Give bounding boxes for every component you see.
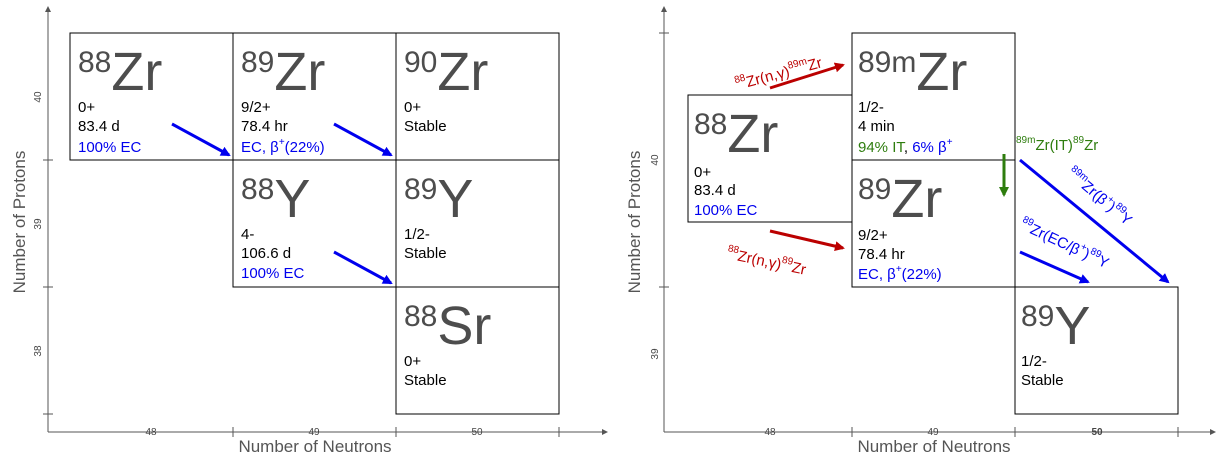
nuclide-halflife: Stable — [404, 118, 447, 135]
nuclide-spin: 0+ — [694, 164, 711, 181]
nuclide-decay-mode: 100% EC — [241, 265, 305, 282]
decay-arrow-zr88-y88 — [171, 122, 231, 157]
nuclide-cell-y89-right: 89Y 1/2- Stable — [1014, 286, 1179, 415]
decay-arrow-zr89m-y89 — [1019, 158, 1170, 284]
nuclide-symbol: 90Zr — [404, 42, 488, 102]
right-y-tick-label: 40 — [650, 154, 661, 166]
reaction-label-beta-89m: 89mZr(β+)89Y — [1063, 164, 1136, 229]
nuclide-decay-mode: 100% EC — [78, 139, 142, 156]
nuclide-cell-y89: 89Y 1/2- Stable — [395, 159, 560, 288]
nuclide-symbol: 89mZr — [858, 42, 967, 102]
nuclide-cell-zr90: 90Zr 0+ Stable — [395, 32, 560, 161]
nuclide-symbol: 88Sr — [404, 296, 491, 356]
nuclide-symbol: 88Y — [241, 169, 310, 229]
right-x-tick-label: 49 — [927, 427, 939, 438]
nuclide-spin: 9/2+ — [858, 227, 888, 244]
nuclide-cell-sr88: 88Sr 0+ Stable — [395, 286, 560, 415]
right-y-axis-arrow — [661, 6, 667, 12]
nuclide-halflife: Stable — [404, 245, 447, 262]
reaction-label-capture-89: 88Zr(n,γ)89Zr — [725, 243, 808, 278]
nuclide-symbol: 89Y — [1021, 296, 1090, 356]
nuclide-halflife: Stable — [404, 372, 447, 389]
left-y-tick-label: 38 — [33, 345, 44, 357]
nuclide-halflife: 4 min — [858, 118, 895, 135]
right-panel: 48 49 50 40 39 Number of Neutrons Number… — [625, 6, 1216, 456]
left-y-axis-title: Number of Protons — [10, 151, 29, 294]
nuclide-cell-zr89: 89Zr 9/2+ 78.4 hr EC, β+(22%) — [232, 32, 397, 161]
right-x-axis-arrow — [1210, 429, 1216, 435]
left-x-axis-title: Number of Neutrons — [238, 437, 391, 456]
reaction-label-capture-89m: 88Zr(n,γ)89mZr — [733, 52, 824, 93]
nuclide-cell-zr89-right: 89Zr 9/2+ 78.4 hr EC, β+(22%) — [851, 159, 1016, 288]
right-x-axis-title: Number of Neutrons — [857, 437, 1010, 456]
left-panel: 48 49 50 40 39 38 Number of Neutrons Num… — [10, 6, 608, 456]
right-y-axis-title: Number of Protons — [625, 151, 644, 294]
nuclide-decay-mode: 94% IT, 6% β+ — [858, 137, 953, 156]
left-x-tick-label: 50 — [471, 427, 483, 438]
nuclide-spin: 0+ — [78, 99, 95, 116]
nuclide-halflife: 83.4 d — [78, 118, 120, 135]
reaction-label-isomeric: 89mZr(IT)89Zr — [1016, 135, 1098, 154]
nuclide-halflife: 78.4 hr — [858, 246, 905, 263]
nuclide-decay-mode: EC, β+(22%) — [241, 137, 325, 156]
nuclide-cell-zr89m: 89mZr 1/2- 4 min 94% IT, 6% β+ — [851, 32, 1016, 161]
nuclide-halflife: 106.6 d — [241, 245, 291, 262]
decay-arrow-y88-sr88 — [333, 250, 393, 285]
left-x-tick-label: 48 — [145, 427, 157, 438]
decay-arrow-zr89-y89 — [1019, 250, 1090, 284]
left-y-axis-arrow — [45, 6, 51, 12]
nuclide-spin: 0+ — [404, 99, 421, 116]
left-x-tick-label: 49 — [308, 427, 320, 438]
nuclide-spin: 1/2- — [1021, 353, 1047, 370]
left-y-tick-label: 40 — [33, 91, 44, 103]
right-y-tick-label: 39 — [650, 348, 661, 360]
nuclide-symbol: 88Zr — [78, 42, 162, 102]
nuclide-decay-mode: EC, β+(22%) — [858, 264, 942, 283]
nuclide-symbol: 89Y — [404, 169, 473, 229]
nuclide-spin: 4- — [241, 226, 254, 243]
nuclide-cell-zr88-right: 88Zr 0+ 83.4 d 100% EC — [687, 94, 853, 223]
capture-arrow-zr88-zr89 — [769, 229, 845, 252]
nuclide-spin: 1/2- — [858, 99, 884, 116]
nuclide-symbol: 89Zr — [858, 169, 942, 229]
capture-arrow-zr88-zr89m — [769, 62, 845, 90]
nuclide-halflife: 78.4 hr — [241, 118, 288, 135]
nuclide-spin: 9/2+ — [241, 99, 271, 116]
left-y-tick-label: 39 — [33, 218, 44, 230]
nuclide-cell-zr88: 88Zr 0+ 83.4 d 100% EC — [69, 32, 234, 161]
nuclide-symbol: 88Zr — [694, 104, 778, 164]
right-x-tick-label: 50 — [1091, 427, 1103, 438]
nuclide-spin: 1/2- — [404, 226, 430, 243]
nuclide-symbol: 89Zr — [241, 42, 325, 102]
left-x-axis-arrow — [602, 429, 608, 435]
nuclide-halflife: Stable — [1021, 372, 1064, 389]
nuclide-spin: 0+ — [404, 353, 421, 370]
decay-arrow-zr89-y89 — [333, 122, 393, 157]
nuclide-halflife: 83.4 d — [694, 182, 736, 199]
nuclide-cell-y88: 88Y 4- 106.6 d 100% EC — [232, 159, 397, 288]
nuclide-decay-mode: 100% EC — [694, 202, 758, 219]
right-x-tick-label: 48 — [764, 427, 776, 438]
